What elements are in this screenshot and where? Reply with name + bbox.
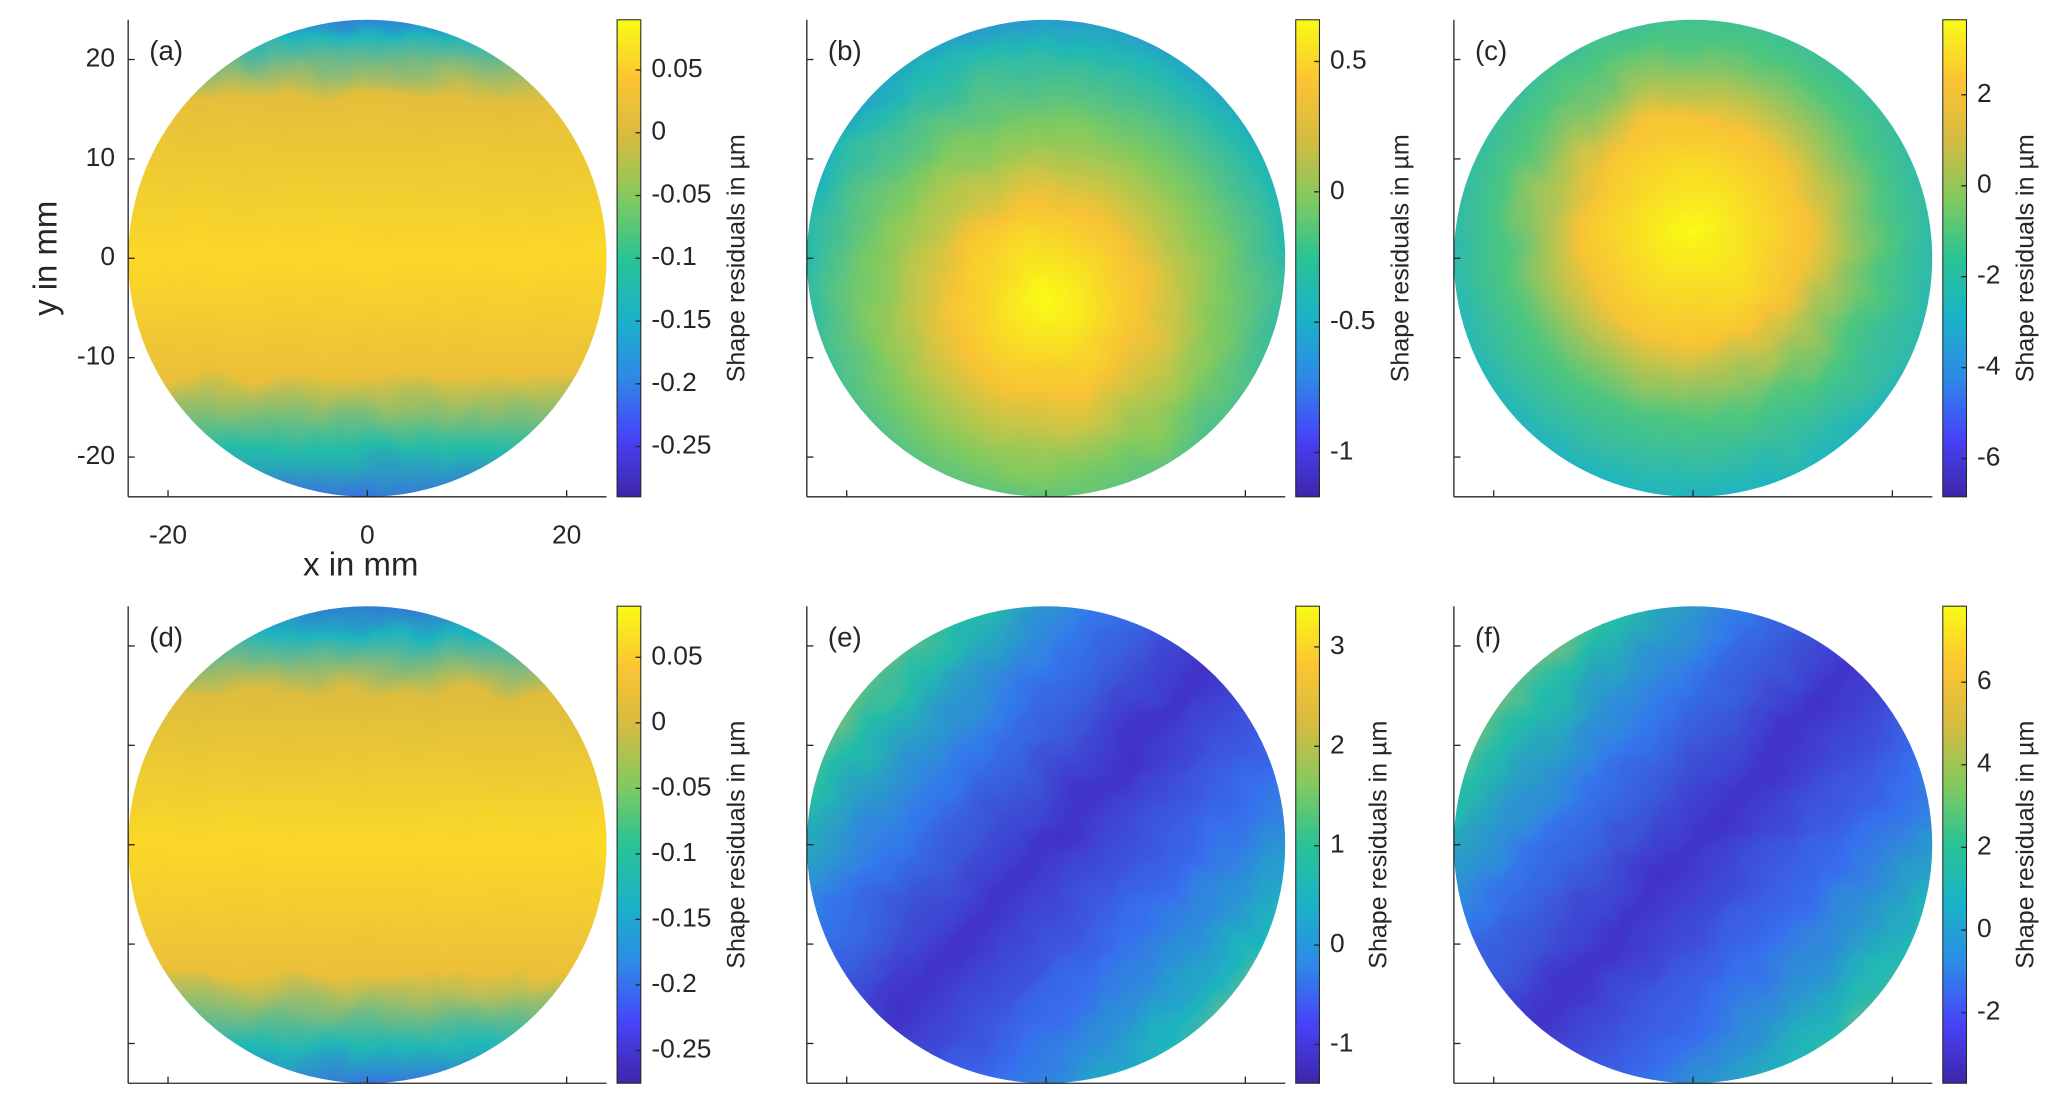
heatmap bbox=[806, 19, 1286, 497]
colorbar-tick-label: -0.1 bbox=[651, 241, 696, 271]
panel-label: (e) bbox=[828, 621, 862, 652]
colorbar bbox=[1295, 19, 1320, 498]
colorbar-tick-label: 1 bbox=[1330, 829, 1345, 859]
colorbar-tick-label: 6 bbox=[1977, 665, 1992, 695]
panel: (e) -1 0 1 2 3 Shape residuals in µm bbox=[806, 605, 1392, 1084]
colorbar-tick-label: 0.05 bbox=[651, 640, 702, 670]
y-tick-label: 10 bbox=[86, 142, 115, 172]
colorbar-tick-label: -2 bbox=[1977, 996, 2000, 1026]
panel: -20 0 20 -20 -10 0 10 20 x in mm y in mm (a) -0.25 -… bbox=[26, 19, 750, 582]
colorbar-label: Shape residuals in µm bbox=[1364, 721, 1392, 969]
colorbar-label: Shape residuals in µm bbox=[1386, 134, 1414, 382]
x-axis-label: x in mm bbox=[303, 545, 418, 582]
colorbar-label: Shape residuals in µm bbox=[722, 721, 750, 969]
colorbar-tick-label: -0.2 bbox=[651, 968, 696, 998]
colorbar-tick-label: -4 bbox=[1977, 351, 2000, 381]
colorbar-tick-label: -0.15 bbox=[651, 902, 711, 932]
colorbar bbox=[1942, 605, 1968, 1084]
heatmap-field bbox=[1453, 606, 1933, 1084]
x-tick-label: 20 bbox=[552, 519, 581, 549]
colorbar-tick-label: -0.25 bbox=[651, 430, 711, 460]
panel: (f) -2 0 2 4 6 Shape residuals in µm bbox=[1453, 605, 2039, 1084]
panel-label: (c) bbox=[1475, 35, 1507, 66]
colorbar-tick-label: 2 bbox=[1330, 729, 1345, 759]
colorbar-tick-label: -1 bbox=[1330, 1027, 1353, 1057]
y-axis-label: y in mm bbox=[26, 201, 63, 316]
heatmap-field bbox=[806, 19, 1286, 497]
colorbar-tick-label: 4 bbox=[1977, 748, 1992, 778]
panel-label: (d) bbox=[149, 621, 183, 652]
colorbar-tick-label: 0 bbox=[1330, 928, 1345, 958]
colorbar-tick-label: -1 bbox=[1330, 435, 1353, 465]
x-tick-label: -20 bbox=[149, 519, 187, 549]
panel-label: (b) bbox=[828, 35, 862, 66]
heatmap-field bbox=[128, 606, 607, 1084]
colorbar-tick-label: -2 bbox=[1977, 260, 2000, 290]
colorbar-tick-label: 2 bbox=[1977, 830, 1992, 860]
colorbar-tick-label: -0.25 bbox=[651, 1033, 711, 1063]
panel: (d) -0.25 -0.2 -0.15 -0.1 -0.05 0 0.05 Shape res… bbox=[127, 605, 750, 1084]
y-tick-label: 20 bbox=[86, 42, 115, 72]
colorbar-tick-label: 3 bbox=[1330, 630, 1345, 660]
colorbar-tick-label: -0.2 bbox=[651, 367, 696, 397]
heatmap bbox=[128, 606, 607, 1084]
colorbar-tick-label: -6 bbox=[1977, 442, 2000, 472]
colorbar-label: Shape residuals in µm bbox=[2011, 134, 2039, 382]
colorbar-tick-label: -0.5 bbox=[1330, 305, 1375, 335]
panel-label: (f) bbox=[1475, 621, 1501, 652]
x-tick-label: 0 bbox=[360, 519, 375, 549]
colorbar-label: Shape residuals in µm bbox=[2011, 721, 2039, 969]
colorbar-tick-label: -0.1 bbox=[651, 837, 696, 867]
y-tick-label: 0 bbox=[100, 241, 115, 271]
colorbar-label: Shape residuals in µm bbox=[722, 134, 750, 382]
colorbar-tick-label: 0 bbox=[651, 706, 666, 736]
heatmap bbox=[806, 606, 1286, 1084]
panel: (c) -6 -4 -2 0 2 Shape residuals in µm bbox=[1453, 19, 2039, 498]
colorbar bbox=[1942, 19, 1968, 498]
colorbar-tick-label: -0.05 bbox=[651, 771, 711, 801]
heatmap-field bbox=[806, 606, 1286, 1084]
heatmap-field bbox=[128, 19, 607, 497]
colorbar-tick-label: 0 bbox=[651, 116, 666, 146]
colorbar-tick-label: -0.15 bbox=[651, 304, 711, 334]
heatmap-field bbox=[1453, 19, 1933, 497]
colorbar-tick-label: 0 bbox=[1977, 913, 1992, 943]
panel-label: (a) bbox=[149, 35, 183, 66]
colorbar-tick-label: 0 bbox=[1330, 175, 1345, 205]
colorbar-tick-label: 0.05 bbox=[651, 53, 702, 83]
colorbar-tick-label: 0.5 bbox=[1330, 44, 1367, 74]
panel: (b) -1 -0.5 0 0.5 Shape residuals in µm bbox=[806, 19, 1414, 498]
y-tick-label: -20 bbox=[77, 440, 115, 470]
heatmap bbox=[1453, 19, 1933, 497]
heatmap bbox=[1453, 606, 1933, 1084]
colorbar-tick-label: -0.05 bbox=[651, 178, 711, 208]
y-tick-label: -10 bbox=[77, 341, 115, 371]
colorbar bbox=[1295, 605, 1320, 1084]
colorbar bbox=[616, 605, 642, 1084]
colorbar-tick-label: 0 bbox=[1977, 169, 1992, 199]
heatmap bbox=[128, 19, 607, 497]
colorbar-tick-label: 2 bbox=[1977, 78, 1992, 108]
